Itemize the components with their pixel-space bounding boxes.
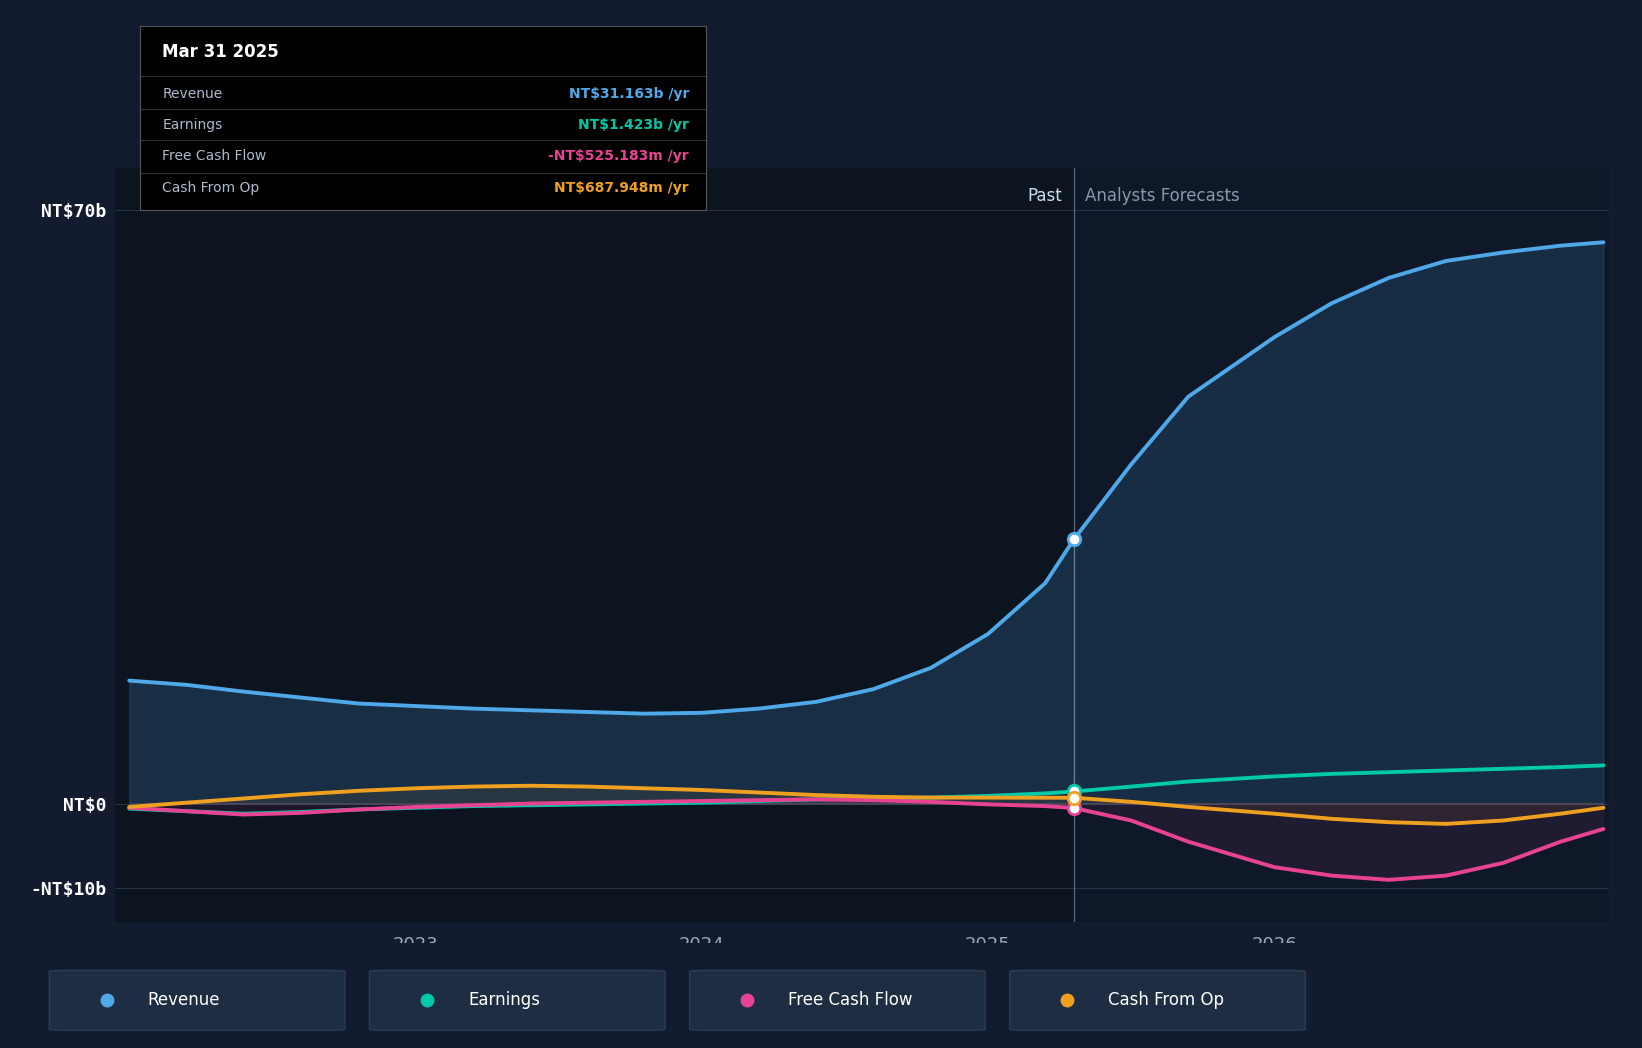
Text: Past: Past [1028, 187, 1062, 204]
Text: NT$31.163b /yr: NT$31.163b /yr [568, 87, 690, 101]
Bar [1074, 168, 1609, 922]
Text: NT$687.948m /yr: NT$687.948m /yr [555, 180, 690, 195]
Text: Cash From Op: Cash From Op [163, 180, 259, 195]
Text: Cash From Op: Cash From Op [1108, 991, 1225, 1009]
Text: Analysts Forecasts: Analysts Forecasts [1085, 187, 1240, 204]
Text: Free Cash Flow: Free Cash Flow [788, 991, 913, 1009]
FancyBboxPatch shape [369, 970, 665, 1030]
FancyBboxPatch shape [690, 970, 985, 1030]
FancyBboxPatch shape [1010, 970, 1305, 1030]
Text: NT$1.423b /yr: NT$1.423b /yr [578, 118, 690, 132]
Text: -NT$525.183m /yr: -NT$525.183m /yr [548, 150, 690, 163]
Text: Revenue: Revenue [163, 87, 222, 101]
FancyBboxPatch shape [49, 970, 345, 1030]
Text: Earnings: Earnings [468, 991, 540, 1009]
Text: Revenue: Revenue [148, 991, 220, 1009]
Bar [115, 168, 1074, 922]
Text: Earnings: Earnings [163, 118, 222, 132]
Text: Mar 31 2025: Mar 31 2025 [163, 43, 279, 61]
Text: Free Cash Flow: Free Cash Flow [163, 150, 266, 163]
